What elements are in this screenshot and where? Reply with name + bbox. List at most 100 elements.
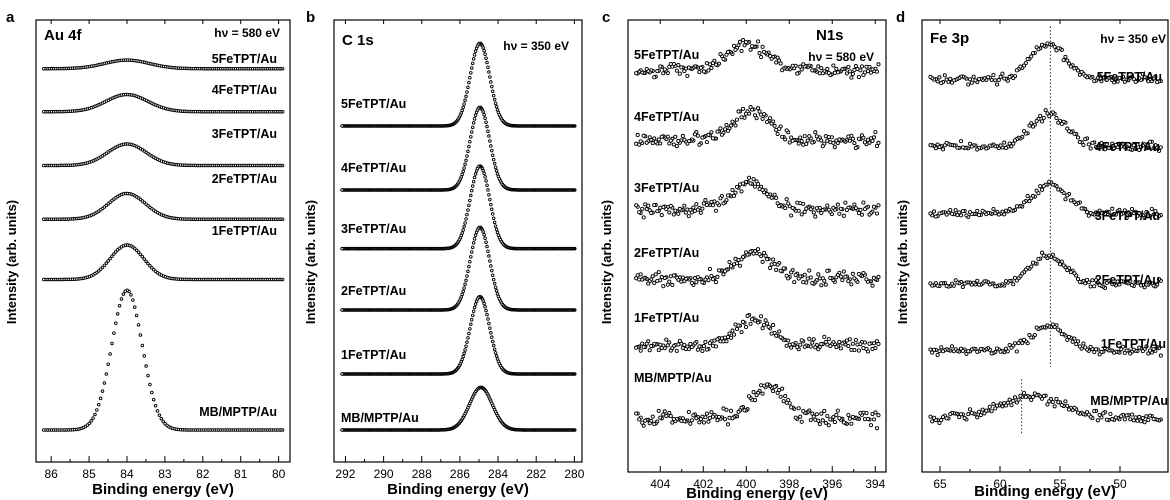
data-point bbox=[465, 159, 468, 162]
data-point bbox=[99, 397, 102, 400]
photon-energy-label: hν = 580 eV bbox=[808, 50, 874, 64]
x-tick-label: 394 bbox=[865, 477, 885, 491]
data-point bbox=[842, 421, 845, 424]
data-point bbox=[716, 130, 719, 133]
data-point bbox=[799, 136, 802, 139]
data-point bbox=[464, 163, 467, 166]
data-point bbox=[495, 106, 498, 109]
data-point bbox=[651, 415, 654, 418]
data-point bbox=[800, 420, 803, 423]
guide-lines bbox=[1022, 26, 1051, 433]
data-point bbox=[1111, 418, 1114, 421]
data-point bbox=[497, 175, 500, 178]
data-point bbox=[797, 277, 800, 280]
data-point bbox=[497, 234, 500, 237]
data-point bbox=[462, 170, 465, 173]
data-point bbox=[943, 74, 946, 77]
data-point bbox=[1060, 333, 1063, 336]
data-point bbox=[486, 61, 489, 64]
data-point bbox=[1096, 419, 1099, 422]
series-labels: MB/MPTP/Au 1FeTPT/Au 2FeTPT/Au 3FeTPT/Au… bbox=[341, 97, 419, 425]
data-point bbox=[817, 138, 820, 141]
x-tick-label: 280 bbox=[564, 467, 584, 481]
data-point bbox=[994, 212, 997, 215]
series-label: 1FeTPT/Au bbox=[634, 311, 699, 325]
data-point bbox=[1040, 188, 1043, 191]
data-point bbox=[497, 295, 500, 298]
data-point bbox=[853, 141, 856, 144]
data-point bbox=[113, 332, 116, 335]
data-point bbox=[1001, 72, 1004, 75]
data-point bbox=[963, 282, 966, 285]
data-point bbox=[644, 203, 647, 206]
data-point bbox=[824, 135, 827, 138]
data-point bbox=[468, 332, 471, 335]
panel-title: Fe 3p bbox=[930, 30, 969, 47]
data-point bbox=[675, 349, 678, 352]
data-point bbox=[740, 49, 743, 52]
data-point bbox=[823, 335, 826, 338]
data-point bbox=[471, 62, 474, 65]
data-point bbox=[781, 135, 784, 138]
data-point bbox=[683, 70, 686, 73]
data-point bbox=[690, 419, 693, 422]
series-label: 2FeTPT/Au bbox=[1095, 273, 1160, 287]
data-point bbox=[997, 78, 1000, 81]
data-point bbox=[1076, 411, 1079, 414]
data-point bbox=[1066, 404, 1069, 407]
data-point bbox=[467, 270, 470, 273]
data-point bbox=[471, 246, 474, 249]
data-point bbox=[845, 208, 848, 211]
data-point bbox=[487, 318, 490, 321]
data-point bbox=[483, 172, 486, 175]
data-point bbox=[857, 211, 860, 214]
data-point bbox=[711, 344, 714, 347]
data-point bbox=[866, 138, 869, 141]
data-point bbox=[994, 79, 997, 82]
data-point bbox=[1004, 209, 1007, 212]
data-point bbox=[732, 44, 735, 47]
data-point bbox=[1010, 404, 1013, 407]
data-point bbox=[1085, 278, 1088, 281]
data-point bbox=[42, 218, 45, 221]
data-point bbox=[854, 65, 857, 68]
data-point bbox=[708, 416, 711, 419]
data-point bbox=[1003, 402, 1006, 405]
data-point bbox=[463, 167, 466, 170]
data-point bbox=[472, 180, 475, 183]
data-point bbox=[827, 338, 830, 341]
data-point bbox=[468, 81, 471, 84]
data-point bbox=[719, 340, 722, 343]
data-point bbox=[854, 338, 857, 341]
data-point bbox=[132, 299, 135, 302]
x-tick-label: 55 bbox=[1053, 477, 1067, 491]
data-point bbox=[690, 281, 693, 284]
data-point bbox=[932, 210, 935, 213]
data-point bbox=[749, 322, 752, 325]
x-tick-label: 284 bbox=[488, 467, 508, 481]
data-point bbox=[943, 144, 946, 147]
data-point bbox=[1039, 114, 1042, 117]
data-point bbox=[1055, 397, 1058, 400]
data-point bbox=[1125, 414, 1128, 417]
data-point bbox=[1075, 342, 1078, 345]
data-point bbox=[1147, 352, 1150, 355]
data-point bbox=[1062, 264, 1065, 267]
data-point bbox=[725, 123, 728, 126]
data-point bbox=[992, 207, 995, 210]
data-point bbox=[776, 391, 779, 394]
x-tick-label: 282 bbox=[526, 467, 546, 481]
data-point bbox=[833, 146, 836, 149]
data-point bbox=[672, 213, 675, 216]
data-point bbox=[738, 183, 741, 186]
data-point bbox=[1084, 138, 1087, 141]
data-point bbox=[811, 412, 814, 415]
photon-energy-label: hν = 350 eV bbox=[503, 39, 569, 53]
data-point bbox=[160, 417, 163, 420]
data-point bbox=[785, 274, 788, 277]
data-point bbox=[963, 417, 966, 420]
data-point bbox=[836, 203, 839, 206]
series-MB/MPTP/Au bbox=[635, 383, 881, 430]
data-point bbox=[489, 260, 492, 263]
data-point bbox=[1082, 342, 1085, 345]
